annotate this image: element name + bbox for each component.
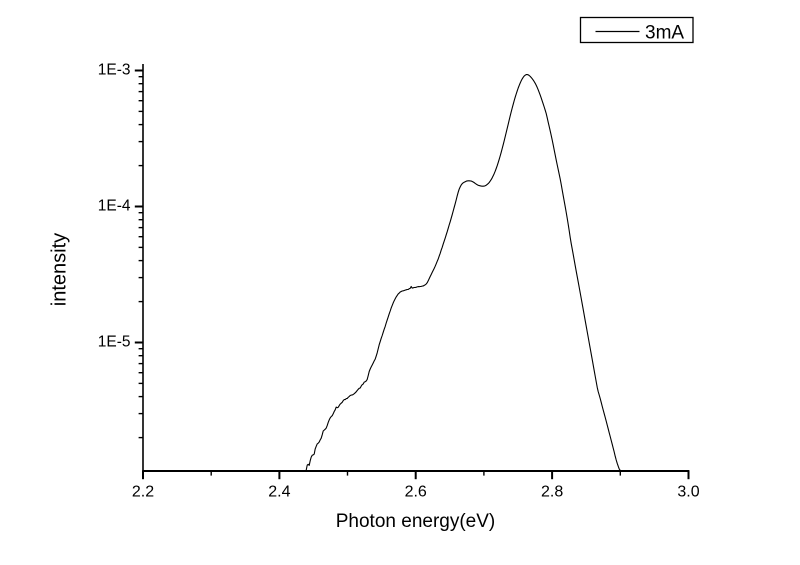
svg-text:Photon energy(eV): Photon energy(eV)	[336, 511, 496, 532]
svg-text:2.8: 2.8	[541, 484, 563, 501]
svg-text:1E-5: 1E-5	[98, 334, 131, 351]
svg-text:2.4: 2.4	[268, 484, 290, 501]
svg-text:2.2: 2.2	[132, 484, 154, 501]
svg-text:intensity: intensity	[49, 233, 71, 306]
svg-text:1E-3: 1E-3	[98, 62, 131, 79]
svg-text:3mA: 3mA	[645, 22, 684, 43]
svg-text:3.0: 3.0	[677, 484, 699, 501]
svg-text:1E-4: 1E-4	[98, 198, 131, 215]
svg-text:2.6: 2.6	[405, 484, 427, 501]
